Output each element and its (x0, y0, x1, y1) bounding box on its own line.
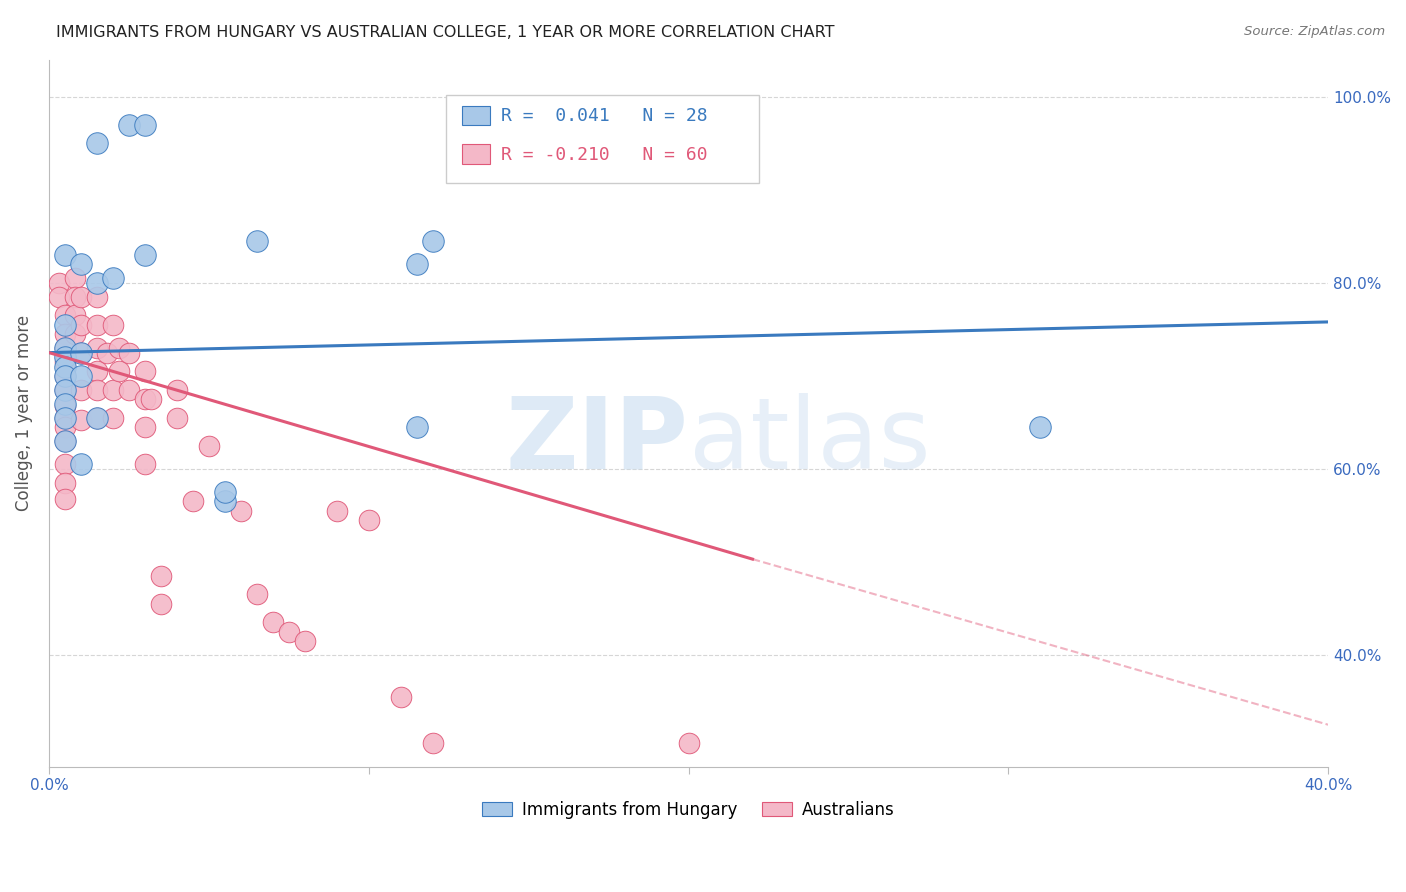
Point (53, 351, 76, 365)
Text: ZIP: ZIP (506, 392, 689, 490)
Point (70, 412, 93, 426)
Point (166, 410, 188, 425)
Point (86, 276, 108, 290)
Point (422, 736, 444, 750)
Point (101, 271, 124, 285)
Point (53, 326, 76, 341)
Text: Source: ZipAtlas.com: Source: ZipAtlas.com (1244, 25, 1385, 38)
Legend: Immigrants from Hungary, Australians: Immigrants from Hungary, Australians (475, 794, 901, 825)
FancyBboxPatch shape (446, 95, 759, 184)
Point (134, 364, 156, 378)
Text: R =  0.041   N = 28: R = 0.041 N = 28 (501, 107, 707, 125)
Point (246, 587, 269, 601)
Point (48, 276, 70, 290)
Point (70, 290, 93, 304)
Point (134, 118, 156, 132)
Bar (463, 144, 491, 163)
Point (53, 355, 76, 369)
Point (70, 383, 93, 397)
Point (86, 341, 108, 355)
Point (96, 345, 118, 359)
Point (53, 248, 76, 262)
Point (141, 392, 163, 406)
Point (277, 624, 299, 639)
Point (229, 504, 252, 518)
Point (53, 368, 76, 383)
Point (389, 690, 412, 704)
Point (53, 491, 76, 506)
Point (108, 341, 131, 355)
Point (70, 345, 93, 359)
Point (134, 420, 156, 434)
Point (134, 457, 156, 471)
Point (63, 326, 86, 341)
Point (166, 383, 188, 397)
Point (214, 485, 236, 500)
Point (262, 615, 284, 630)
Point (1029, 420, 1052, 434)
Y-axis label: College, 1 year or more: College, 1 year or more (15, 315, 32, 511)
Point (118, 383, 141, 397)
Point (101, 410, 124, 425)
Point (53, 399, 76, 413)
Point (134, 248, 156, 262)
Text: IMMIGRANTS FROM HUNGARY VS AUSTRALIAN COLLEGE, 1 YEAR OR MORE CORRELATION CHART: IMMIGRANTS FROM HUNGARY VS AUSTRALIAN CO… (56, 25, 835, 40)
Point (53, 318, 76, 332)
Point (53, 420, 76, 434)
Point (53, 368, 76, 383)
Point (70, 257, 93, 271)
Point (101, 383, 124, 397)
Point (53, 359, 76, 374)
Point (86, 364, 108, 378)
Point (357, 513, 380, 527)
Point (48, 290, 70, 304)
Point (118, 118, 141, 132)
Text: atlas: atlas (689, 392, 931, 490)
Text: R = -0.210   N = 60: R = -0.210 N = 60 (501, 146, 707, 164)
Point (326, 504, 349, 518)
Point (678, 736, 700, 750)
Point (134, 392, 156, 406)
Point (86, 410, 108, 425)
Point (149, 597, 172, 611)
Point (86, 290, 108, 304)
Point (246, 234, 269, 248)
Point (70, 345, 93, 359)
Point (108, 364, 131, 378)
Point (198, 439, 221, 453)
Point (53, 434, 76, 448)
Point (53, 383, 76, 397)
Point (405, 257, 427, 271)
Point (181, 494, 204, 508)
Point (118, 345, 141, 359)
Point (53, 475, 76, 490)
Point (53, 457, 76, 471)
Point (405, 420, 427, 434)
Point (53, 410, 76, 425)
Point (53, 341, 76, 355)
Point (294, 634, 316, 648)
Point (86, 318, 108, 332)
Point (63, 309, 86, 323)
Point (53, 410, 76, 425)
Bar (463, 105, 491, 126)
Point (53, 309, 76, 323)
Point (214, 494, 236, 508)
Point (63, 271, 86, 285)
Point (149, 569, 172, 583)
Point (86, 136, 108, 151)
Point (101, 318, 124, 332)
Point (53, 434, 76, 448)
Point (86, 383, 108, 397)
Point (422, 234, 444, 248)
Point (533, 789, 555, 804)
Point (53, 383, 76, 397)
Point (53, 397, 76, 411)
Point (53, 341, 76, 355)
Point (86, 410, 108, 425)
Point (70, 368, 93, 383)
Point (70, 457, 93, 471)
Point (63, 290, 86, 304)
Point (70, 318, 93, 332)
